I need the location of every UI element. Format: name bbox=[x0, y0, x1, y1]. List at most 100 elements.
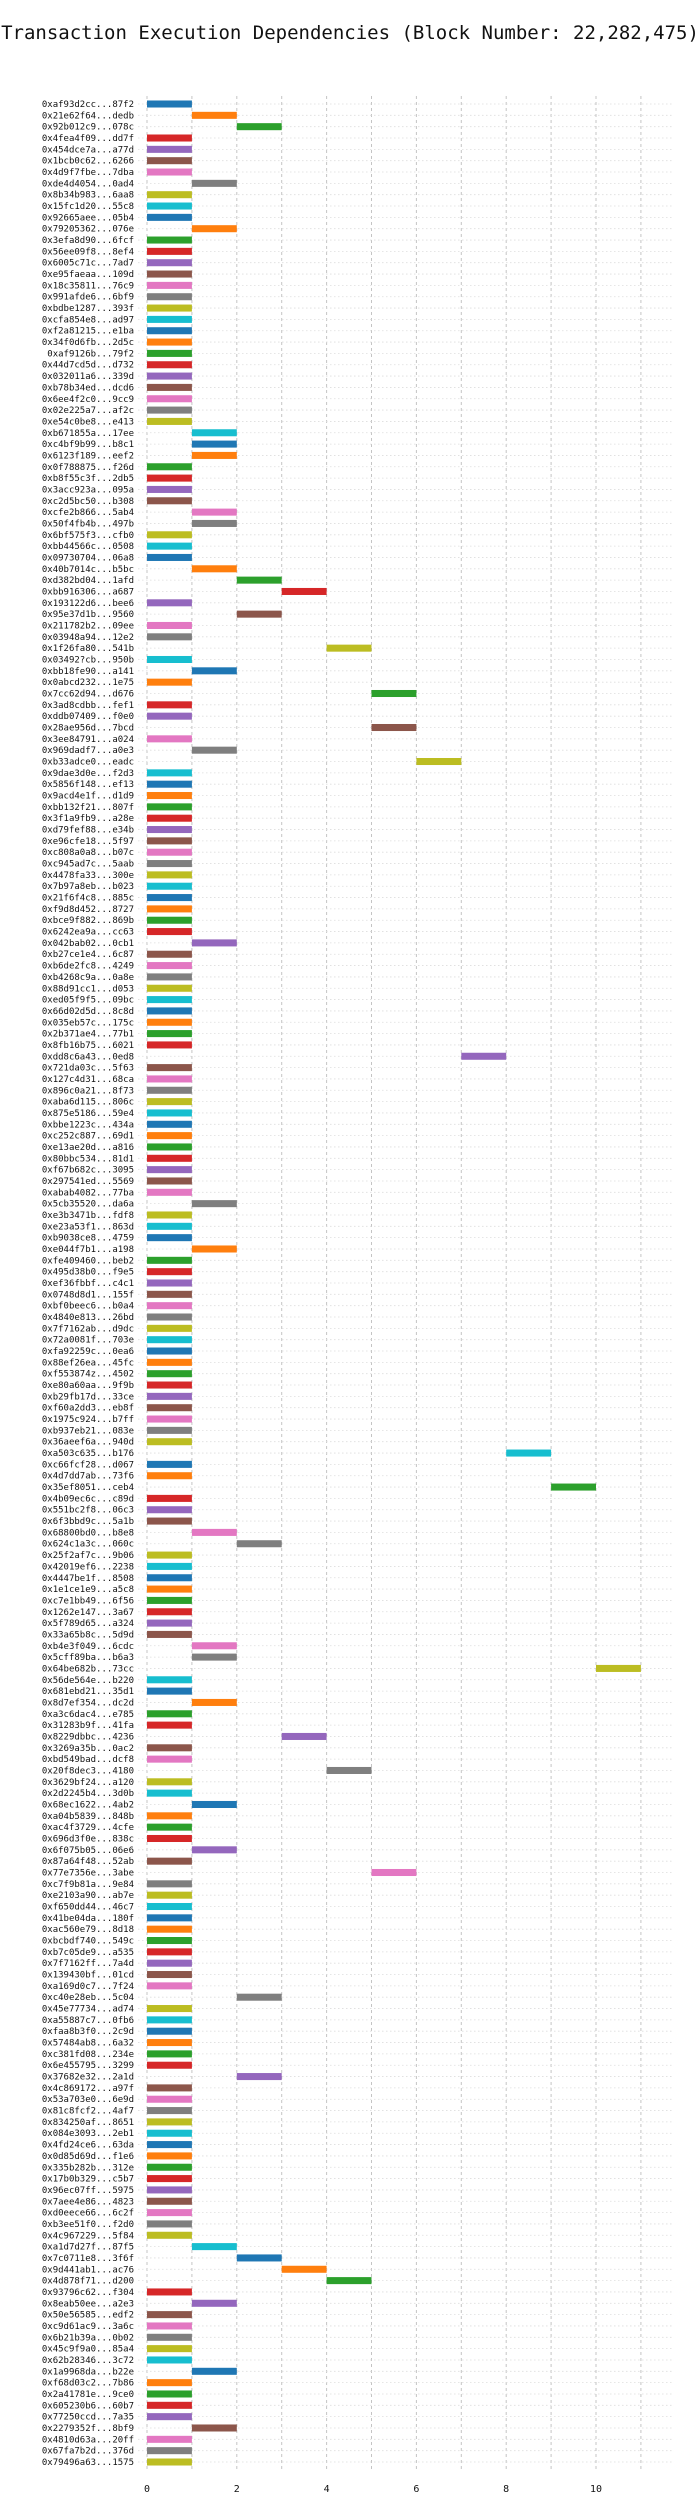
y-tick-label: 0x79205362...076e bbox=[42, 225, 134, 235]
bar bbox=[147, 349, 192, 357]
bar bbox=[551, 1483, 596, 1491]
bar bbox=[147, 1755, 192, 1763]
y-tick-label: 0x7aee4e86...4823 bbox=[42, 2197, 134, 2207]
y-tick-label: 0x127c4d31...68ca bbox=[42, 1075, 134, 1085]
bar bbox=[147, 1914, 192, 1922]
y-tick-label: 0xabab4082...77ba bbox=[42, 1188, 134, 1198]
bar bbox=[147, 2175, 192, 2183]
y-tick-label: 0xbbe1223c...434a bbox=[42, 1120, 134, 1130]
bar bbox=[147, 803, 192, 811]
y-tick-label: 0x4fd24ce6...63da bbox=[42, 2141, 134, 2151]
x-tick-label: 10 bbox=[590, 2484, 602, 2495]
y-tick-label: 0x4d7dd7ab...73f6 bbox=[42, 1472, 134, 1482]
y-tick-label: 0x25f2af7c...9b06 bbox=[42, 1551, 134, 1561]
bar bbox=[147, 463, 192, 471]
bar bbox=[147, 1619, 192, 1627]
bar bbox=[147, 2039, 192, 2047]
bar bbox=[147, 2231, 192, 2239]
bar bbox=[147, 2095, 192, 2103]
bar bbox=[147, 1472, 192, 1480]
bar bbox=[147, 882, 192, 890]
y-tick-label: 0xc7e1bb49...6f56 bbox=[42, 1596, 134, 1606]
bar bbox=[147, 1041, 192, 1049]
bar bbox=[147, 678, 192, 686]
y-tick-label: 0x09730704...06a8 bbox=[42, 553, 134, 563]
bar bbox=[147, 1517, 192, 1525]
y-tick-label: 0x6ee4f2c0...9cc9 bbox=[42, 395, 134, 405]
y-tick-label: 0x53a703e0...6e9d bbox=[42, 2095, 134, 2105]
bar bbox=[147, 236, 192, 244]
y-tick-label: 0x93796c62...f304 bbox=[42, 2288, 134, 2298]
bar bbox=[147, 655, 192, 664]
y-tick-label: 0x4840e813...26bd bbox=[42, 1313, 134, 1323]
bar bbox=[236, 610, 282, 618]
y-tick-label: 0x0abcd232...1e75 bbox=[42, 678, 134, 688]
bar bbox=[326, 1766, 372, 1774]
bar bbox=[147, 1086, 192, 1094]
bar bbox=[147, 1166, 192, 1174]
bar bbox=[147, 1812, 192, 1820]
bar bbox=[147, 950, 192, 958]
y-tick-label: 0x36aeef6a...940d bbox=[42, 1438, 134, 1448]
y-tick-label: 0xb27ce1e4...6c87 bbox=[42, 950, 134, 960]
y-tick-label: 0x3629bf24...a120 bbox=[42, 1778, 134, 1788]
y-tick-label: 0xb3ee51f0...f2d0 bbox=[42, 2220, 134, 2230]
bar bbox=[281, 587, 327, 595]
y-tick-label: 0x624c1a3c...060c bbox=[42, 1540, 134, 1550]
y-tick-label: 0xf553874z...4502 bbox=[42, 1370, 134, 1380]
bar bbox=[191, 565, 237, 573]
bar bbox=[147, 259, 192, 267]
y-tick-label: 0x31283b9f...41fa bbox=[42, 1721, 134, 1731]
y-tick-label: 0xde4d4054...0ad4 bbox=[42, 179, 134, 189]
y-tick-label: 0x1bcb0c62...6266 bbox=[42, 157, 134, 167]
y-tick-label: 0x495d38b0...f9e5 bbox=[42, 1268, 134, 1278]
bar bbox=[147, 2333, 192, 2341]
bar bbox=[147, 1710, 192, 1718]
y-tick-label: 0x67fa7b2d...376d bbox=[42, 2447, 134, 2457]
y-tick-label: 0x18c35811...76c9 bbox=[42, 281, 134, 291]
y-tick-label: 0x335b282b...312e bbox=[42, 2163, 134, 2173]
y-tick-label: 0xb8f55c3f...2db5 bbox=[42, 474, 134, 484]
bar bbox=[147, 1370, 192, 1378]
y-tick-label: 0xcfe2b866...5ab4 bbox=[42, 508, 134, 518]
bar bbox=[147, 383, 192, 391]
y-tick-label: 0x81c8fcf2...4af7 bbox=[42, 2107, 134, 2117]
y-tick-label: 0x34f0d6fb...2d5c bbox=[42, 338, 134, 348]
y-tick-label: 0x56ee09f8...8ef4 bbox=[42, 247, 134, 257]
y-tick-label: 0x77e7356e...3abe bbox=[42, 1869, 134, 1879]
bar bbox=[147, 1778, 192, 1786]
y-tick-label: 0x72a0081f...703e bbox=[42, 1336, 134, 1346]
y-tick-label: 0xf2a81215...e1ba bbox=[42, 327, 134, 337]
bar bbox=[147, 1211, 192, 1219]
bar bbox=[147, 1018, 192, 1026]
y-tick-label: 0x1f26fa80...541b bbox=[42, 644, 134, 654]
bar bbox=[191, 2424, 237, 2432]
y-tick-label: 0x4447be1f...8508 bbox=[42, 1574, 134, 1584]
y-tick-label: 0x35ef8051...ceb4 bbox=[42, 1483, 134, 1493]
y-tick-label: 0xfe409460...beb2 bbox=[42, 1256, 134, 1266]
bar bbox=[147, 2458, 192, 2466]
y-tick-label: 0x4478fa33...300e bbox=[42, 871, 134, 881]
y-tick-label: 0x6e455795...3299 bbox=[42, 2061, 134, 2071]
y-tick-label: 0x2a41781e...9ce0 bbox=[42, 2390, 134, 2400]
y-tick-label: 0xbcbdf740...549c bbox=[42, 1937, 134, 1947]
y-tick-label: 0x6242ea9a...cc63 bbox=[42, 928, 134, 938]
bar bbox=[147, 1948, 192, 1956]
y-tick-label: 0x211782b2...09ee bbox=[42, 621, 134, 631]
bar bbox=[147, 2129, 192, 2137]
bar bbox=[236, 123, 282, 131]
bar bbox=[147, 1596, 192, 1604]
y-tick-label: 0xed05f9f5...09bc bbox=[42, 996, 134, 1006]
y-tick-label: 0xb937eb21...083e bbox=[42, 1426, 134, 1436]
y-tick-label: 0xfaa8b3f0...2c9d bbox=[42, 2027, 134, 2037]
bar bbox=[191, 939, 237, 947]
bar bbox=[147, 1381, 192, 1389]
y-tick-label: 0x8b34b983...6aa8 bbox=[42, 191, 134, 201]
bar bbox=[147, 2390, 192, 2398]
bar bbox=[236, 2254, 282, 2262]
y-tick-label: 0x6005c71c...7ad7 bbox=[42, 259, 134, 269]
bar bbox=[191, 1698, 237, 1706]
y-tick-label: 0x79496a63...1575 bbox=[42, 2458, 134, 2468]
bar bbox=[147, 2288, 192, 2296]
